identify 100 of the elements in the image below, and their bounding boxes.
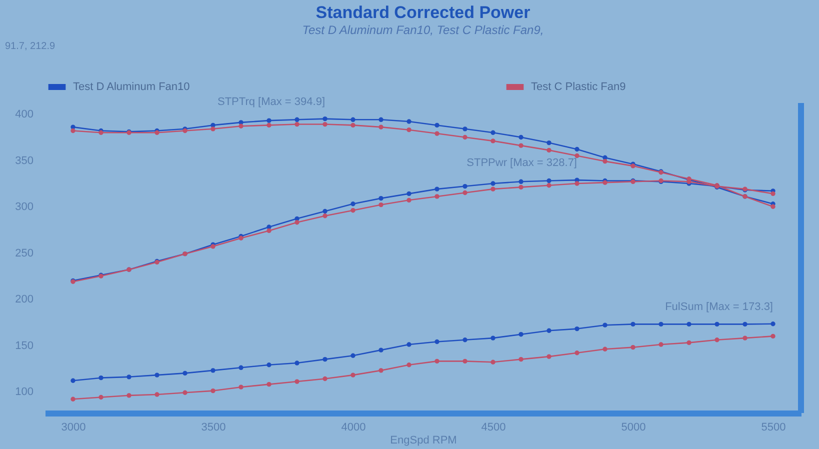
point	[462, 126, 468, 132]
point	[70, 378, 76, 383]
point	[406, 191, 412, 196]
point	[658, 322, 664, 327]
point	[154, 392, 160, 397]
point	[742, 336, 748, 340]
point	[154, 372, 160, 378]
point	[462, 338, 468, 342]
point	[378, 117, 384, 122]
point	[266, 362, 272, 368]
point	[630, 344, 636, 350]
point	[378, 348, 384, 352]
point	[518, 179, 524, 184]
point	[350, 208, 356, 213]
point	[490, 336, 496, 340]
point	[518, 356, 524, 362]
point	[434, 186, 440, 192]
point	[322, 116, 328, 122]
point	[462, 358, 468, 364]
point	[518, 332, 524, 337]
point	[406, 362, 412, 368]
point	[322, 214, 328, 218]
chart-subtitle: Test D Aluminum Fan10, Test C Plastic Fan9,	[302, 23, 544, 37]
point	[434, 339, 440, 344]
point	[322, 356, 328, 362]
chart-title: Standard Corrected Power	[316, 3, 531, 22]
point	[574, 350, 580, 356]
point	[574, 181, 580, 186]
point	[350, 372, 356, 378]
point	[126, 393, 132, 398]
point	[98, 394, 104, 400]
point	[98, 375, 104, 380]
legend-label: Test D Aluminum Fan10	[73, 81, 190, 93]
point	[490, 130, 496, 135]
point	[294, 220, 300, 225]
point	[490, 186, 496, 192]
point	[574, 153, 580, 158]
point	[350, 353, 356, 358]
point	[462, 134, 468, 140]
point	[266, 228, 272, 234]
point	[574, 146, 580, 152]
point	[238, 124, 244, 128]
point	[770, 322, 776, 326]
point	[406, 342, 412, 347]
point	[462, 184, 468, 189]
point	[574, 326, 580, 332]
point	[378, 196, 384, 201]
point	[546, 178, 552, 184]
point	[602, 158, 608, 164]
point	[686, 340, 692, 346]
point	[210, 126, 216, 132]
point	[182, 370, 188, 376]
point	[70, 128, 76, 134]
point	[294, 379, 300, 384]
point	[294, 117, 300, 122]
point	[350, 202, 356, 206]
point	[322, 208, 328, 214]
point	[210, 368, 216, 373]
point	[294, 360, 300, 366]
point	[350, 117, 356, 122]
point	[182, 390, 188, 395]
point	[322, 376, 328, 382]
point	[378, 368, 384, 373]
point	[434, 194, 440, 199]
point	[742, 322, 748, 327]
point	[210, 388, 216, 394]
point	[378, 202, 384, 208]
point	[714, 322, 720, 327]
point	[686, 322, 692, 327]
point	[406, 127, 412, 132]
point	[546, 183, 552, 188]
point	[70, 396, 76, 402]
point	[266, 118, 272, 123]
point	[518, 184, 524, 190]
point	[406, 119, 412, 124]
point	[546, 328, 552, 333]
point	[238, 384, 244, 390]
point	[350, 122, 356, 128]
point	[490, 181, 496, 186]
legend-label: Test C Plastic Fan9	[531, 81, 626, 93]
point	[602, 322, 608, 328]
point	[266, 382, 272, 387]
point	[322, 122, 328, 127]
point	[126, 374, 132, 380]
point	[770, 191, 776, 196]
point	[238, 365, 244, 370]
point	[714, 338, 720, 342]
point	[434, 131, 440, 136]
point	[546, 140, 552, 146]
point	[490, 360, 496, 364]
point	[406, 198, 412, 203]
point	[294, 122, 300, 127]
point	[266, 122, 272, 128]
point	[490, 138, 496, 144]
point	[770, 334, 776, 339]
point	[518, 134, 524, 140]
point	[546, 148, 552, 153]
point	[434, 122, 440, 128]
point	[658, 342, 664, 347]
point	[770, 204, 776, 209]
